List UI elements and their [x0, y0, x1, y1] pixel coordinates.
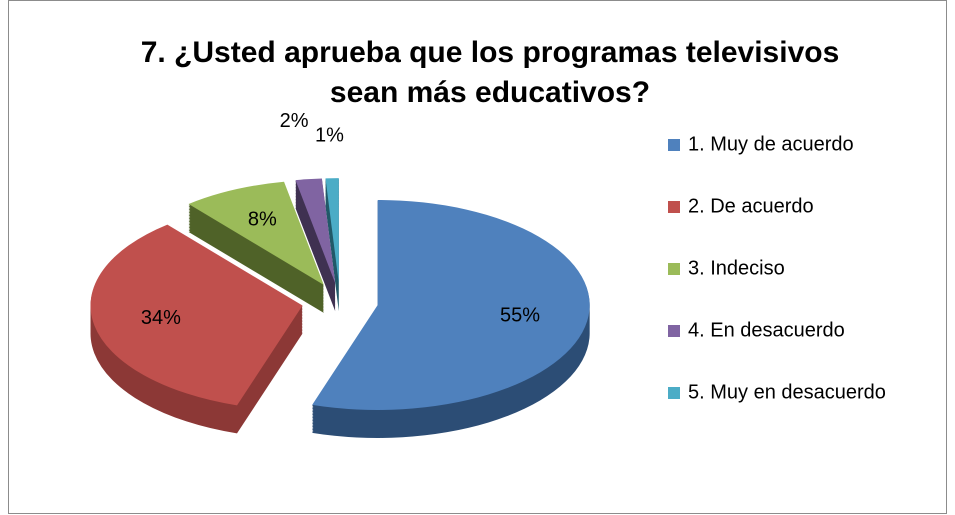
data-label: 8% — [248, 209, 277, 231]
legend-swatch — [668, 325, 680, 337]
chart-title: 7. ¿Usted aprueba que los programas tele… — [141, 36, 840, 69]
data-label: 34% — [141, 307, 181, 329]
legend-label: 1. Muy de acuerdo — [688, 133, 854, 155]
slice — [295, 178, 336, 284]
legend-label: 2. De acuerdo — [688, 195, 814, 217]
slice — [188, 181, 324, 285]
slice — [90, 224, 303, 406]
legend-swatch — [668, 201, 680, 213]
legend-label: 5. Muy en desacuerdo — [688, 381, 886, 403]
data-label: 1% — [315, 124, 344, 146]
data-label: 2% — [280, 110, 309, 132]
legend-swatch — [668, 139, 680, 151]
legend-label: 4. En desacuerdo — [688, 319, 845, 341]
legend-swatch — [668, 387, 680, 399]
data-label: 55% — [500, 304, 540, 326]
legend-swatch — [668, 263, 680, 275]
slice — [325, 178, 339, 284]
slice — [312, 199, 590, 410]
legend-label: 3. Indeciso — [688, 257, 785, 279]
chart-title: sean más educativos? — [330, 76, 650, 109]
